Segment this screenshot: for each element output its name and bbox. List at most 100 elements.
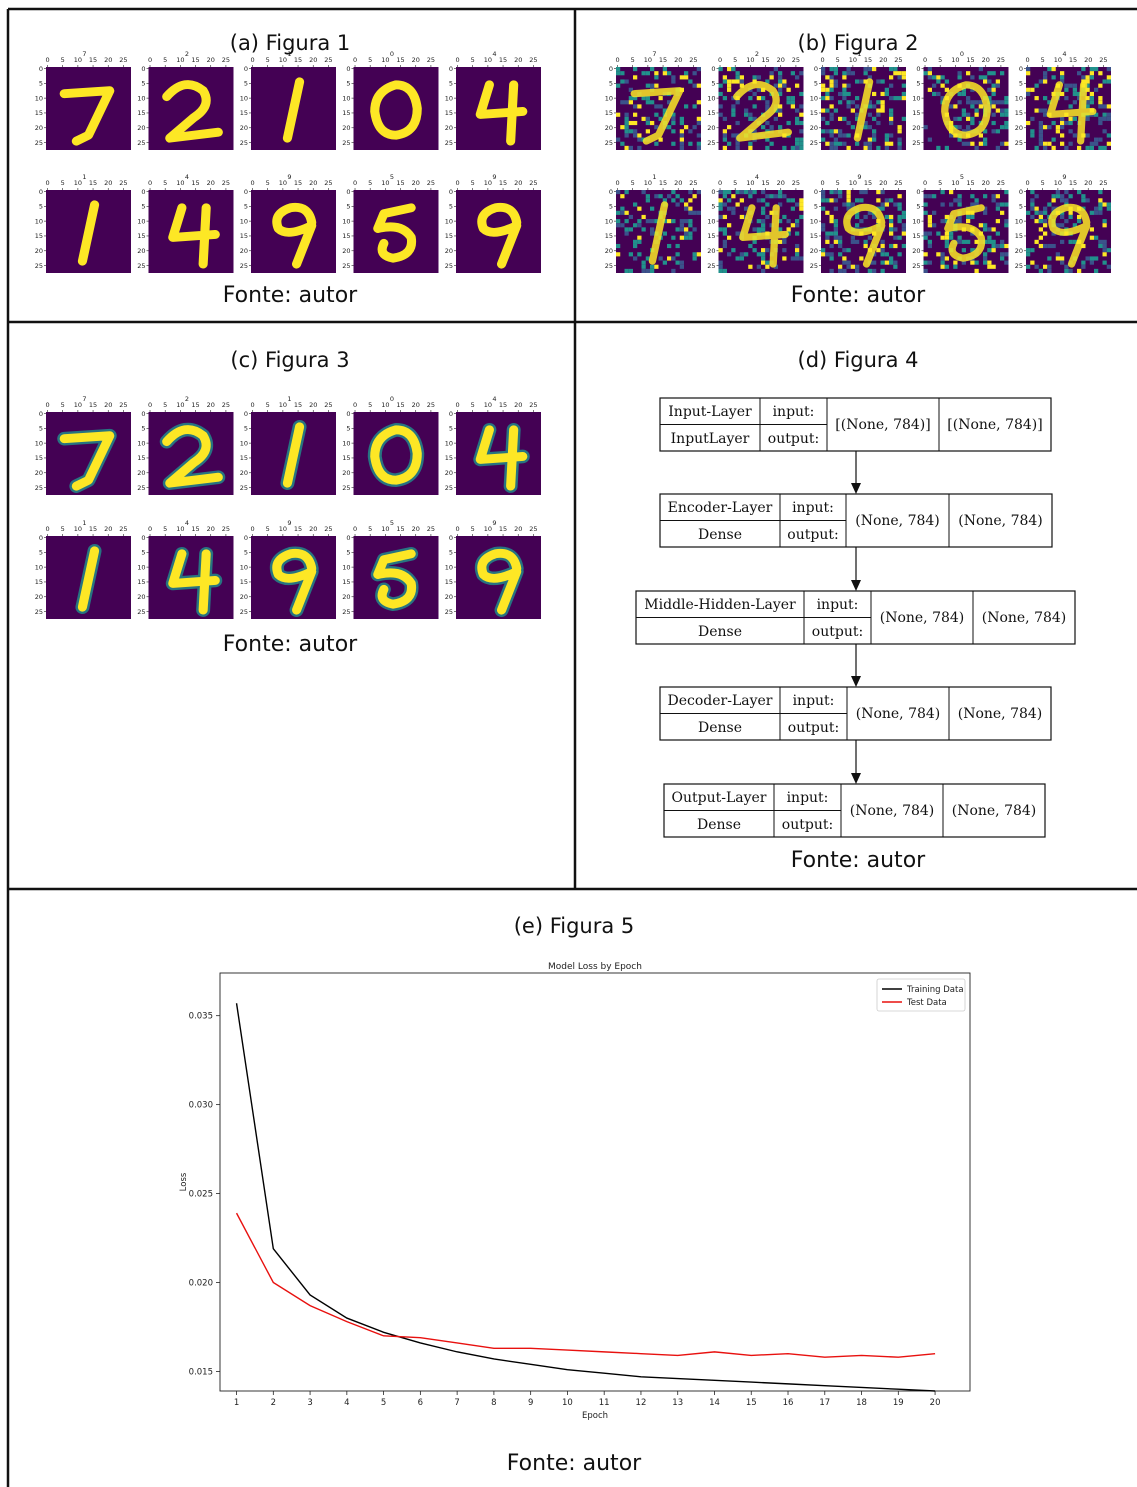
y-tick-label: 25 [240,608,248,616]
x-tick-label: 6 [418,1398,423,1408]
x-tick-label: 15 [191,525,199,533]
x-tick-label: 15 [294,179,302,187]
digit-label: 5 [390,173,394,181]
x-tick-label: 5 [61,56,65,64]
panel-d-source: Fonte: autor [791,848,926,873]
digit-label: 0 [960,50,964,58]
y-tick-label: 0 [244,410,248,418]
x-tick-label: 20 [930,1398,941,1408]
x-tick-label: 25 [119,56,127,64]
x-tick-label: 5 [266,56,270,64]
x-tick-label: 15 [191,56,199,64]
y-tick-label: 5 [39,203,43,211]
y-tick-label: 20 [605,247,613,255]
layer-type: Dense [698,527,742,543]
y-tick-label: 25 [707,262,715,270]
y-tick-label: 15 [810,109,818,117]
x-tick-label: 20 [309,401,317,409]
digit-label: 0 [390,50,394,58]
y-tick-label: 0 [244,188,248,196]
x-tick-label: 15 [294,56,302,64]
port-output-label: output: [787,527,838,543]
y-tick-label: 15 [707,109,715,117]
y-tick-label: 15 [240,454,248,462]
output-shape: (None, 784) [952,803,1037,819]
x-tick-label: 9 [528,1398,533,1408]
x-tick-label: 10 [484,56,492,64]
x-tick-label: 8 [491,1398,496,1408]
y-tick-label: 5 [449,549,453,557]
y-tick-label: 10 [445,94,453,102]
x-tick-label: 5 [163,179,167,187]
y-tick-label: 15 [240,109,248,117]
x-tick-label: 10 [849,179,857,187]
x-tick-label: 25 [119,401,127,409]
y-tick-label: 10 [1015,217,1023,225]
x-tick-label: 10 [381,179,389,187]
y-tick-label: 5 [141,203,145,211]
input-shape: [(None, 784)] [835,417,930,433]
x-axis-label: Epoch [582,1411,608,1421]
y-tick-label: 15 [137,454,145,462]
x-tick-label: 25 [689,56,697,64]
x-tick-label: 0 [615,56,619,64]
y-tick-label: 5 [346,203,350,211]
panel-e-source: Fonte: autor [507,1451,642,1476]
layer-type: Dense [698,624,742,640]
layer-box: Encoder-Layer Dense input: output: (None, 78… [659,493,1053,548]
x-tick-label: 25 [119,179,127,187]
x-tick-label: 5 [631,179,635,187]
port-input-label: input: [792,500,834,516]
output-shape: (None, 784) [982,610,1067,626]
digit-thumbnail: 00 5 5 10 10 15 15 20 20 25 25 7 [35,395,131,495]
y-tick-label: 5 [711,80,715,88]
x-tick-label: 14 [709,1398,720,1408]
x-tick-label: 25 [222,525,230,533]
y-tick-label: 10 [445,217,453,225]
x-tick-label: 10 [74,56,82,64]
y-tick-label: 15 [912,109,920,117]
x-tick-label: 10 [1054,56,1062,64]
x-tick-label: 15 [864,179,872,187]
x-tick-label: 10 [176,179,184,187]
y-tick-label: 5 [916,80,920,88]
y-tick-label: 5 [39,425,43,433]
y-tick-label: 15 [137,232,145,240]
digit-label: 2 [185,50,189,58]
x-tick-label: 20 [412,56,420,64]
y-tick-label: 5 [1019,203,1023,211]
y-tick-label: 25 [605,139,613,147]
x-tick-label: 15 [89,525,97,533]
digit-thumbnail: 00 5 5 10 10 15 15 20 20 25 25 4 [137,173,234,273]
x-tick-label: 15 [966,56,974,64]
y-tick-label: 15 [137,109,145,117]
digit-thumbnail: 00 5 5 10 10 15 15 20 20 25 25 9 [240,519,336,619]
digit-label: 9 [492,173,496,181]
y-tick-label: 20 [912,124,920,132]
y-tick-label: 0 [449,410,453,418]
x-tick-label: 15 [761,179,769,187]
y-tick-label: 10 [137,563,145,571]
digit-label: 0 [390,395,394,403]
x-tick-label: 5 [836,56,840,64]
y-tick-label: 10 [810,217,818,225]
x-tick-label: 25 [324,401,332,409]
legend: Training Data Test Data [876,978,966,1012]
x-tick-label: 20 [514,401,522,409]
layer-box: Input-Layer InputLayer input: output: [(None… [659,397,1052,452]
panel-b-source: Fonte: autor [791,283,926,308]
digit-label: 9 [1062,173,1066,181]
y-tick-label: 0 [814,65,818,73]
digit-thumbnail: 00 5 5 10 10 15 15 20 20 25 25 1 [810,50,906,150]
digit-thumbnail: 00 5 5 10 10 15 15 20 20 25 25 4 [137,519,234,619]
x-tick-label: 5 [368,56,372,64]
y-tick-label: 25 [137,262,145,270]
layer-type: Dense [698,720,742,736]
x-tick-label: 5 [471,401,475,409]
x-tick-label: 15 [191,401,199,409]
y-tick-label: 15 [912,232,920,240]
x-tick-label: 5 [163,525,167,533]
digit-label: 1 [82,519,86,527]
y-tick-label: 25 [810,139,818,147]
